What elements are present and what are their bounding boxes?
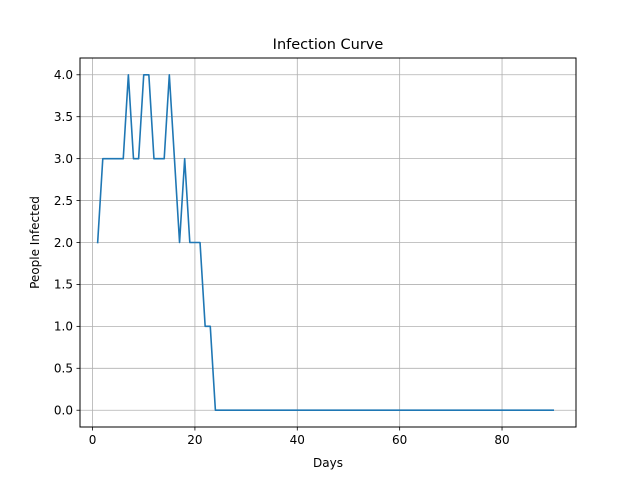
grid-layer [80, 58, 576, 427]
chart-title: Infection Curve [273, 37, 384, 53]
x-tick-label: 20 [187, 433, 202, 447]
y-tick-label: 0.5 [54, 362, 73, 376]
y-tick-label: 4.0 [54, 68, 73, 82]
y-axis-label: People Infected [28, 196, 42, 289]
x-tick-label: 0 [89, 433, 97, 447]
y-tick-label: 0.0 [54, 404, 73, 418]
series-line-people-infected [96, 73, 555, 412]
x-axis-label: Days [313, 456, 343, 470]
y-tick-label: 1.0 [54, 320, 73, 334]
y-tick-label: 1.5 [54, 278, 73, 292]
x-tick-label: 40 [290, 433, 305, 447]
y-tick-label: 3.0 [54, 152, 73, 166]
y-tick-label: 3.5 [54, 110, 73, 124]
y-tick-label: 2.5 [54, 194, 73, 208]
ticks-layer: 0 20 40 60 80 0.0 0.5 1.0 1.5 2.0 2.5 3.0 3.5 4.0 [54, 68, 510, 447]
y-tick-label: 2.0 [54, 236, 73, 250]
series-layer [96, 73, 555, 412]
x-tick-label: 80 [494, 433, 509, 447]
x-tick-label: 60 [392, 433, 407, 447]
